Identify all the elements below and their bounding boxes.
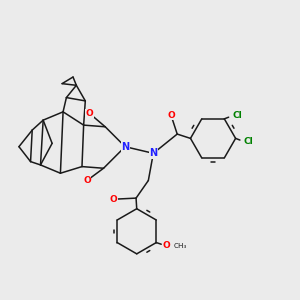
Text: O: O bbox=[83, 176, 91, 185]
Text: N: N bbox=[149, 148, 158, 158]
Text: N: N bbox=[121, 142, 129, 152]
Text: O: O bbox=[168, 111, 176, 120]
Text: O: O bbox=[86, 109, 94, 118]
Text: Cl: Cl bbox=[244, 137, 254, 146]
Text: CH₃: CH₃ bbox=[174, 243, 187, 249]
Text: O: O bbox=[110, 195, 117, 204]
Text: Cl: Cl bbox=[233, 111, 242, 120]
Text: O: O bbox=[162, 242, 170, 250]
